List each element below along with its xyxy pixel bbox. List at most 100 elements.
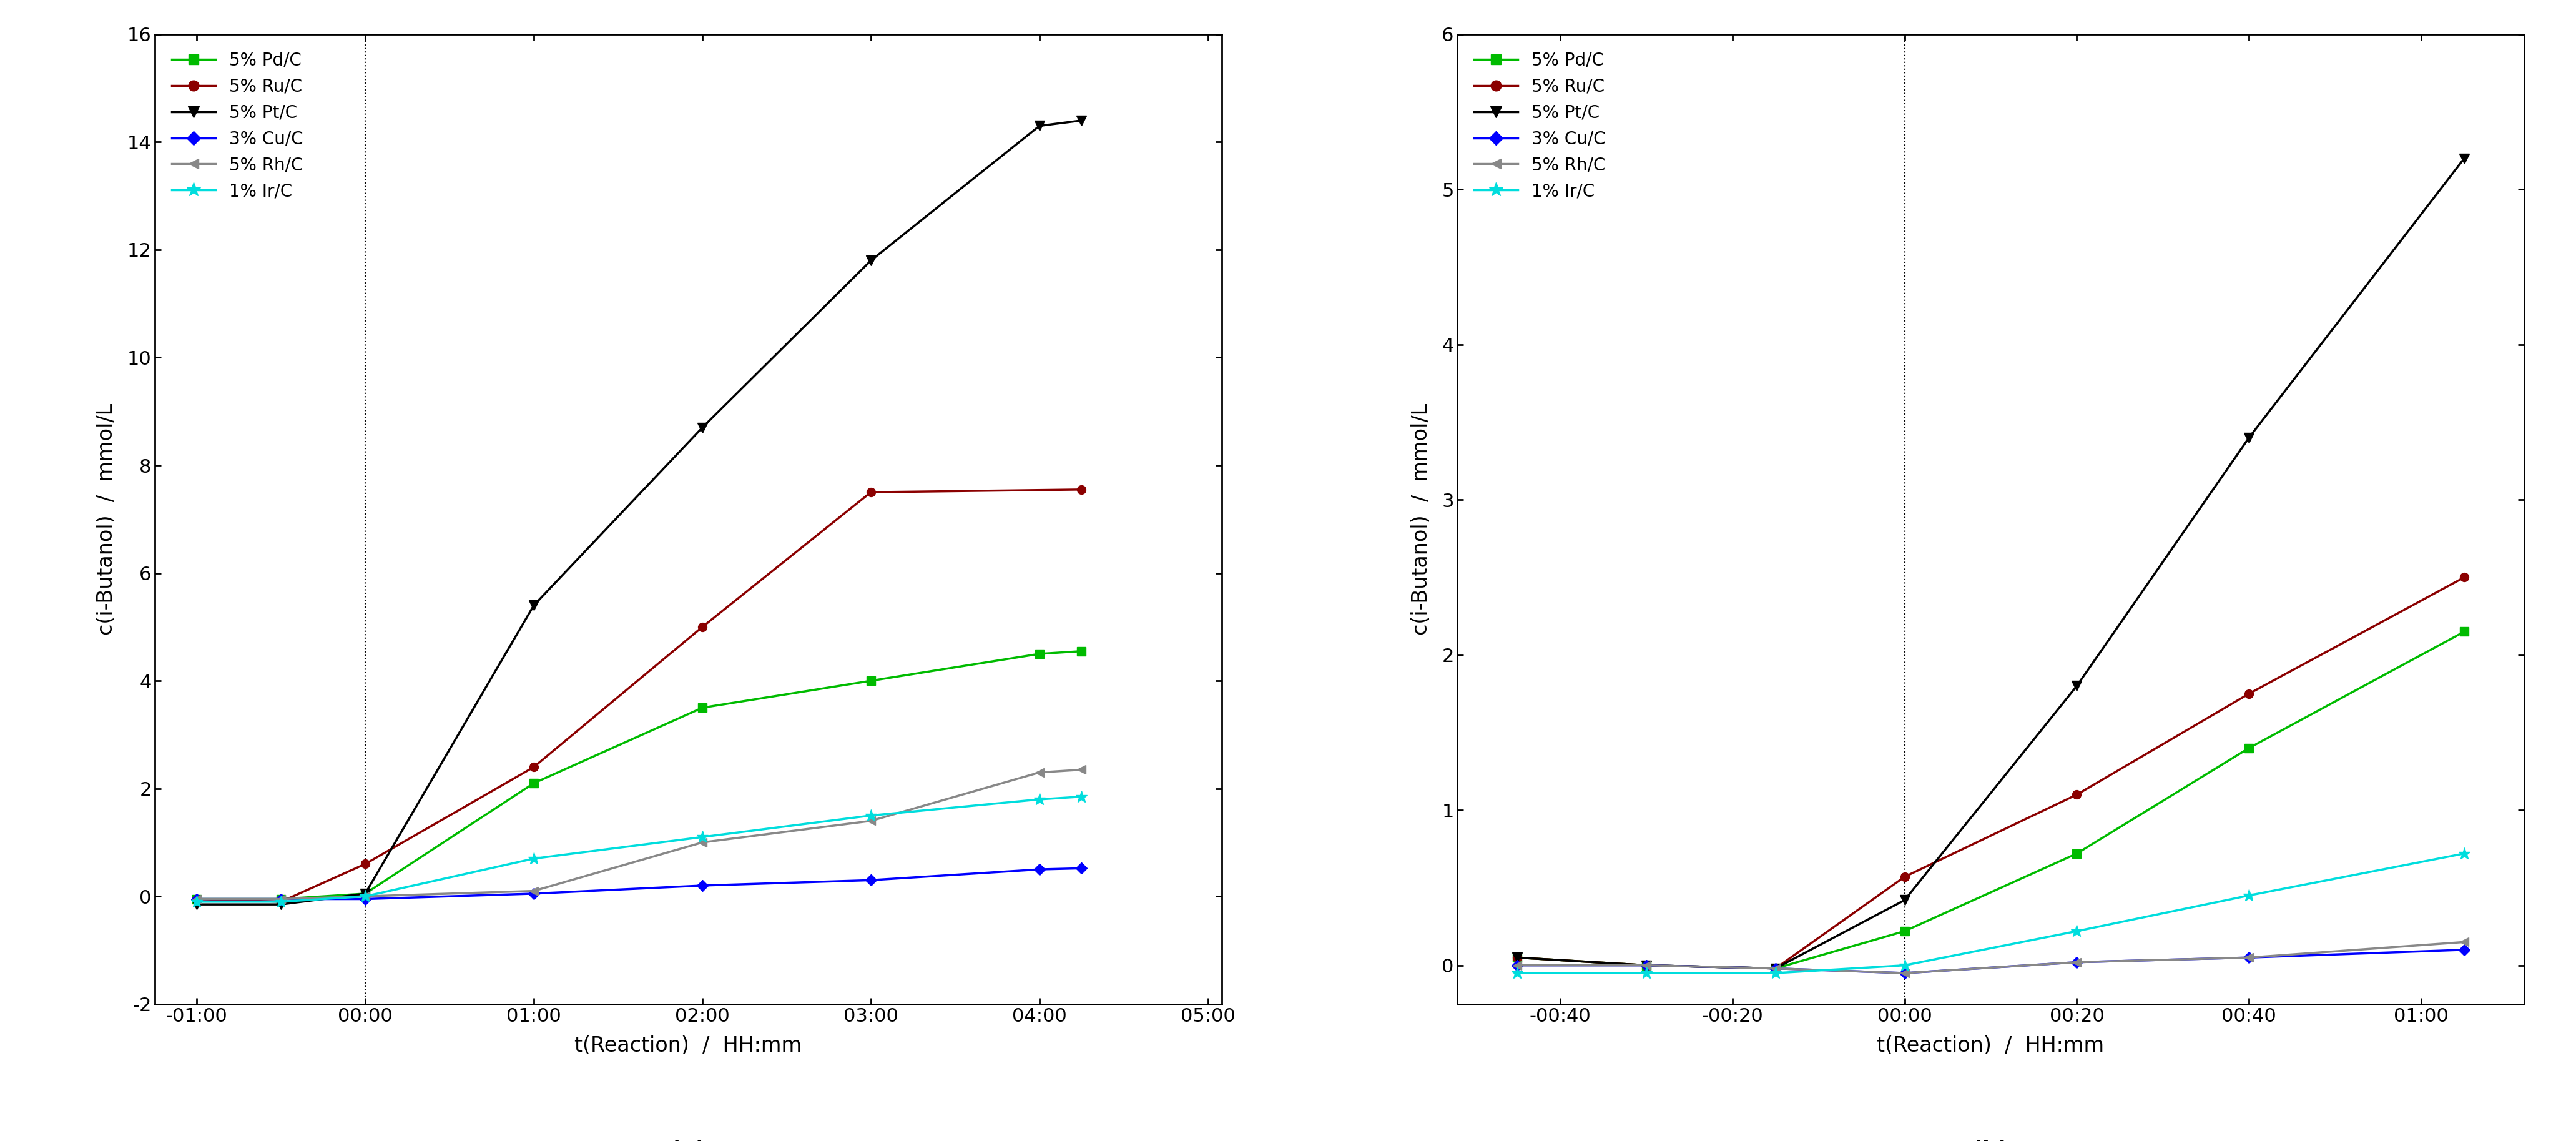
5% Pt/C (518, 599, 549, 613)
1% Ir/C (1759, 966, 1790, 980)
3% Cu/C (1066, 861, 1097, 875)
5% Rh/C (2233, 950, 2264, 964)
5% Pd/C (855, 674, 886, 688)
3% Cu/C (350, 892, 381, 906)
Legend: 5% Pd/C, 5% Ru/C, 5% Pt/C, 3% Cu/C, 5% Rh/C, 1% Ir/C: 5% Pd/C, 5% Ru/C, 5% Pt/C, 3% Cu/C, 5% R… (162, 43, 312, 209)
5% Pd/C (180, 892, 211, 906)
5% Rh/C (518, 884, 549, 898)
Line: 5% Pd/C: 5% Pd/C (1512, 628, 2468, 973)
5% Ru/C (518, 760, 549, 774)
1% Ir/C (2061, 924, 2092, 938)
5% Pt/C (2233, 431, 2264, 445)
Line: 5% Pt/C: 5% Pt/C (1512, 154, 2468, 973)
5% Rh/C (1502, 958, 1533, 972)
Y-axis label: c(i-Butanol)  /  mmol/L: c(i-Butanol) / mmol/L (1412, 403, 1432, 636)
5% Ru/C (688, 620, 719, 633)
1% Ir/C (1502, 966, 1533, 980)
5% Pd/C (1631, 958, 1662, 972)
5% Ru/C (180, 892, 211, 906)
Line: 5% Pt/C: 5% Pt/C (193, 115, 1087, 909)
3% Cu/C (1025, 863, 1056, 876)
5% Rh/C (1888, 966, 1919, 980)
5% Pt/C (265, 898, 296, 912)
5% Rh/C (688, 835, 719, 849)
1% Ir/C (1025, 793, 1056, 807)
5% Rh/C (1631, 958, 1662, 972)
1% Ir/C (855, 809, 886, 823)
1% Ir/C (2450, 847, 2481, 860)
3% Cu/C (180, 892, 211, 906)
5% Pd/C (1025, 647, 1056, 661)
5% Pd/C (265, 892, 296, 906)
5% Ru/C (2450, 570, 2481, 584)
5% Rh/C (350, 890, 381, 904)
5% Rh/C (2061, 955, 2092, 969)
5% Ru/C (1759, 962, 1790, 976)
5% Pt/C (855, 253, 886, 267)
1% Ir/C (180, 895, 211, 908)
5% Pd/C (2061, 847, 2092, 860)
5% Pt/C (1759, 962, 1790, 976)
Text: (a): (a) (670, 1140, 706, 1141)
5% Rh/C (1066, 763, 1097, 777)
5% Pd/C (2450, 625, 2481, 639)
3% Cu/C (688, 879, 719, 892)
Line: 5% Rh/C: 5% Rh/C (193, 766, 1087, 904)
Line: 3% Cu/C: 3% Cu/C (193, 865, 1084, 903)
Text: (b): (b) (1973, 1140, 2009, 1141)
Line: 3% Cu/C: 3% Cu/C (1512, 946, 2468, 977)
Line: 1% Ir/C: 1% Ir/C (1512, 848, 2470, 979)
5% Rh/C (1025, 766, 1056, 779)
Line: 5% Ru/C: 5% Ru/C (1512, 573, 2468, 973)
5% Pt/C (1888, 893, 1919, 907)
5% Pd/C (1502, 950, 1533, 964)
X-axis label: t(Reaction)  /  HH:mm: t(Reaction) / HH:mm (574, 1036, 801, 1057)
5% Ru/C (1888, 869, 1919, 883)
5% Ru/C (2233, 687, 2264, 701)
3% Cu/C (265, 892, 296, 906)
5% Pt/C (180, 898, 211, 912)
3% Cu/C (518, 887, 549, 900)
5% Pd/C (1759, 962, 1790, 976)
3% Cu/C (1888, 966, 1919, 980)
5% Pd/C (688, 701, 719, 714)
5% Pt/C (2061, 679, 2092, 693)
1% Ir/C (265, 895, 296, 908)
5% Pt/C (350, 887, 381, 900)
Line: 5% Ru/C: 5% Ru/C (193, 485, 1087, 906)
5% Rh/C (1759, 962, 1790, 976)
5% Ru/C (2061, 787, 2092, 801)
1% Ir/C (1066, 790, 1097, 803)
5% Pt/C (1025, 119, 1056, 132)
Y-axis label: c(i-Butanol)  /  mmol/L: c(i-Butanol) / mmol/L (95, 403, 116, 636)
3% Cu/C (2450, 942, 2481, 956)
5% Pd/C (1888, 924, 1919, 938)
3% Cu/C (1502, 958, 1533, 972)
1% Ir/C (1631, 966, 1662, 980)
Line: 1% Ir/C: 1% Ir/C (191, 791, 1087, 908)
1% Ir/C (1888, 958, 1919, 972)
3% Cu/C (2233, 950, 2264, 964)
5% Pd/C (1066, 645, 1097, 658)
1% Ir/C (518, 851, 549, 866)
5% Pt/C (688, 421, 719, 435)
5% Rh/C (2450, 936, 2481, 949)
5% Ru/C (350, 857, 381, 871)
5% Ru/C (1066, 483, 1097, 496)
Legend: 5% Pd/C, 5% Ru/C, 5% Pt/C, 3% Cu/C, 5% Rh/C, 1% Ir/C: 5% Pd/C, 5% Ru/C, 5% Pt/C, 3% Cu/C, 5% R… (1466, 43, 1615, 209)
5% Ru/C (265, 895, 296, 908)
X-axis label: t(Reaction)  /  HH:mm: t(Reaction) / HH:mm (1878, 1036, 2105, 1057)
5% Ru/C (855, 485, 886, 499)
5% Pt/C (1066, 114, 1097, 128)
5% Ru/C (1631, 958, 1662, 972)
5% Pd/C (2233, 742, 2264, 755)
1% Ir/C (350, 890, 381, 904)
Line: 5% Pd/C: 5% Pd/C (193, 647, 1087, 904)
3% Cu/C (1759, 962, 1790, 976)
3% Cu/C (2061, 955, 2092, 969)
5% Rh/C (180, 892, 211, 906)
5% Pt/C (1502, 950, 1533, 964)
1% Ir/C (2233, 889, 2264, 903)
1% Ir/C (688, 831, 719, 844)
5% Pd/C (518, 776, 549, 790)
